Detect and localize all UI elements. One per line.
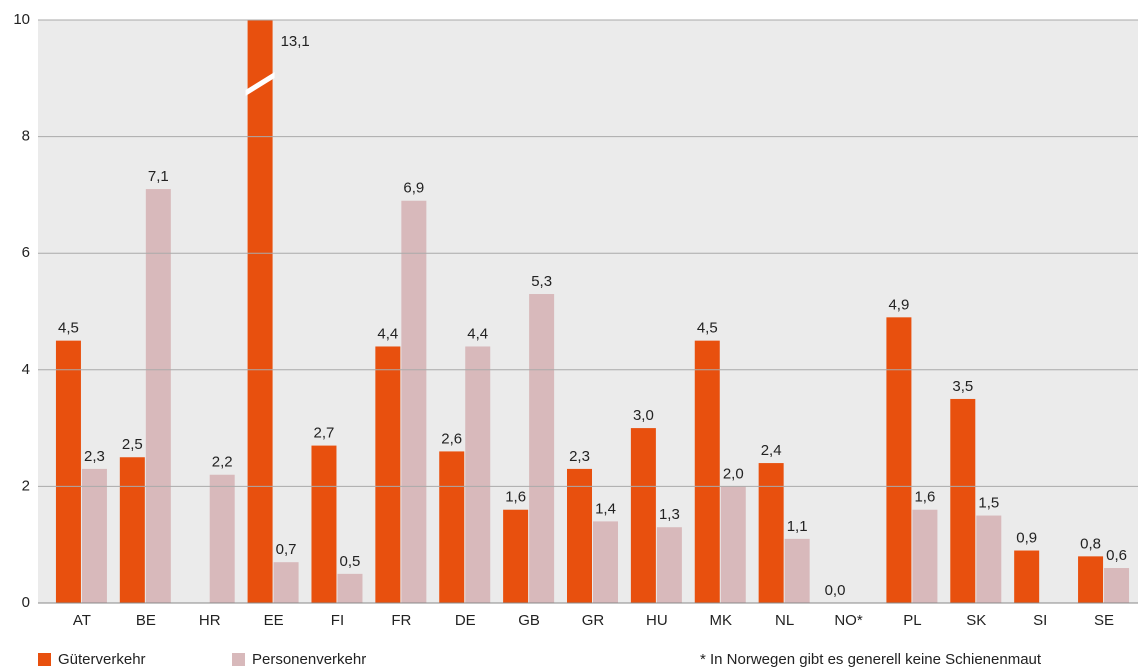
bar	[337, 573, 363, 603]
bar	[593, 521, 618, 603]
value-label: 0,5	[340, 553, 361, 570]
value-label: 2,6	[441, 430, 462, 447]
value-label: 4,5	[58, 320, 79, 337]
bar	[656, 527, 682, 603]
value-label: 1,4	[595, 500, 616, 517]
value-label: 6,9	[403, 180, 424, 197]
bar	[529, 294, 555, 603]
bar	[694, 340, 720, 603]
x-tick-label: BE	[136, 612, 156, 629]
x-tick-label: NO*	[834, 612, 863, 629]
bar	[465, 346, 491, 603]
legend-swatch	[232, 653, 245, 666]
value-label: 3,5	[952, 378, 973, 395]
y-tick-label: 4	[22, 361, 30, 378]
bar	[784, 538, 810, 603]
bar	[1104, 568, 1130, 603]
bar	[758, 463, 784, 603]
axis-break	[245, 72, 275, 96]
bar	[567, 468, 592, 603]
bar	[950, 398, 976, 603]
bar	[311, 445, 337, 603]
value-label: 3,0	[633, 407, 654, 424]
value-label: 0,8	[1080, 535, 1101, 552]
value-label: 4,4	[377, 325, 398, 342]
value-label: 0,6	[1106, 547, 1127, 564]
bar	[1078, 556, 1104, 603]
legend-label: Personenverkehr	[252, 651, 366, 668]
bar	[119, 457, 145, 603]
x-tick-label: SE	[1094, 612, 1114, 629]
x-tick-label: FR	[391, 612, 411, 629]
value-label: 4,4	[467, 325, 488, 342]
bar	[273, 562, 299, 603]
value-label: 0,7	[276, 541, 297, 558]
x-tick-label: EE	[264, 612, 284, 629]
x-tick-label: PL	[903, 612, 921, 629]
value-label: 13,1	[281, 33, 310, 50]
value-label: 1,5	[978, 495, 999, 512]
bar	[976, 515, 1002, 603]
x-tick-label: NL	[775, 612, 794, 629]
bar	[720, 486, 746, 603]
value-label: 1,3	[659, 506, 680, 523]
value-label: 1,1	[787, 518, 808, 535]
x-tick-label: SI	[1033, 612, 1047, 629]
value-label: 0,0	[825, 582, 846, 599]
x-tick-label: GR	[582, 612, 605, 629]
bar	[55, 340, 81, 603]
y-tick-label: 8	[22, 128, 30, 145]
bar	[145, 189, 171, 603]
value-label: 5,3	[531, 273, 552, 290]
value-label: 1,6	[505, 489, 526, 506]
value-label: 2,5	[122, 436, 143, 453]
bar	[912, 509, 938, 603]
x-tick-label: AT	[73, 612, 91, 629]
value-label: 2,2	[212, 454, 233, 471]
bar	[247, 20, 273, 603]
value-label: 2,0	[723, 465, 744, 482]
x-tick-label: HU	[646, 612, 668, 629]
legend-swatch	[38, 653, 51, 666]
y-tick-label: 0	[22, 594, 30, 611]
value-label: 2,3	[569, 448, 590, 465]
footnote: * In Norwegen gibt es generell keine Sch…	[700, 651, 1042, 668]
x-tick-label: FI	[331, 612, 344, 629]
bar	[630, 428, 656, 603]
bar	[401, 200, 427, 604]
bar	[439, 451, 465, 603]
x-tick-label: HR	[199, 612, 221, 629]
x-tick-label: SK	[966, 612, 986, 629]
y-tick-label: 10	[13, 11, 30, 28]
value-label: 1,6	[914, 489, 935, 506]
x-tick-label: MK	[710, 612, 733, 629]
bar	[886, 317, 912, 603]
x-tick-label: DE	[455, 612, 476, 629]
value-label: 2,3	[84, 448, 105, 465]
value-label: 0,9	[1016, 529, 1037, 546]
bar	[81, 468, 107, 603]
value-label: 2,4	[761, 442, 782, 459]
y-tick-label: 2	[22, 477, 30, 494]
bar	[375, 346, 401, 603]
value-label: 4,9	[888, 296, 909, 313]
bar	[503, 509, 529, 603]
y-tick-label: 6	[22, 244, 30, 261]
x-tick-label: GB	[518, 612, 540, 629]
value-label: 7,1	[148, 168, 169, 185]
legend-label: Güterverkehr	[58, 651, 146, 668]
value-label: 4,5	[697, 320, 718, 337]
bar	[209, 474, 235, 603]
value-label: 2,7	[314, 425, 335, 442]
bar	[1014, 550, 1040, 603]
